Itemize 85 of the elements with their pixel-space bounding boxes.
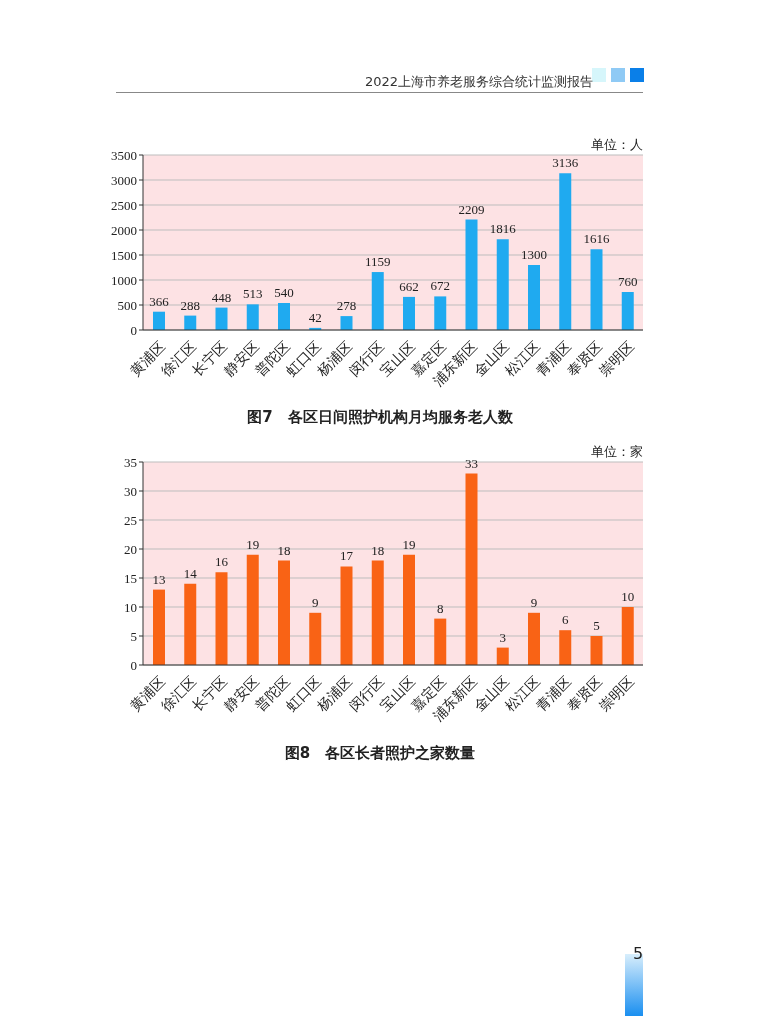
text: 5: [631, 944, 645, 963]
bar: [246, 304, 259, 330]
bar: [559, 173, 572, 330]
y-axis-title: 单位：家: [591, 444, 643, 459]
y-tick-label: 2000: [111, 222, 137, 238]
bar: [184, 583, 197, 665]
y-tick-label: 500: [117, 297, 137, 313]
data-label: 14: [183, 565, 198, 581]
y-tick-label: 15: [124, 570, 137, 586]
y-tick-label: 25: [124, 512, 137, 528]
y-tick-label: 1500: [111, 247, 137, 263]
data-label: 33: [465, 455, 478, 471]
data-label: 13: [152, 571, 166, 587]
bar: [403, 554, 415, 665]
data-label: 672: [430, 278, 450, 294]
data-label: 1616: [583, 231, 610, 247]
bar: [496, 647, 509, 665]
bar: [371, 560, 384, 665]
data-label: 10: [621, 589, 635, 604]
bar: [184, 315, 197, 330]
bar: [371, 272, 384, 330]
y-tick-label: 3500: [111, 147, 137, 163]
bar: [465, 219, 478, 330]
data-label: 19: [246, 536, 260, 552]
bar: [153, 589, 165, 665]
bar: [434, 618, 447, 665]
bar: [528, 612, 540, 665]
data-label: 1816: [489, 221, 517, 237]
bar: [340, 316, 353, 330]
y-tick-label: 20: [124, 541, 137, 557]
bar: [278, 560, 290, 665]
bar: [496, 239, 509, 330]
data-label: 448: [211, 289, 232, 305]
data-label: 3: [499, 629, 506, 645]
data-label: 1159: [364, 254, 391, 270]
data-label: 8: [437, 600, 444, 616]
data-label: 18: [371, 542, 385, 558]
text: 2022上海市养老服务综合统计监测报告: [363, 73, 593, 91]
data-label: 18: [277, 542, 291, 558]
bar: [215, 307, 228, 330]
bar: [309, 612, 322, 665]
bar: [403, 296, 415, 330]
data-label: 42: [308, 309, 322, 325]
data-label: 17: [340, 548, 354, 564]
bar: [153, 311, 165, 330]
data-label: 5: [593, 618, 600, 633]
data-label: 288: [180, 297, 200, 313]
y-tick-label: 5: [130, 628, 137, 644]
y-tick-label: 0: [130, 322, 137, 338]
bar: [465, 473, 478, 665]
bar: [621, 292, 634, 330]
bar: [246, 554, 259, 665]
data-label: 9: [530, 594, 538, 610]
data-label: 6: [562, 612, 569, 628]
y-tick-label: 1000: [111, 272, 137, 288]
data-label: 2209: [458, 201, 485, 217]
y-axis-title: 单位：人: [590, 136, 643, 154]
text: 图8 各区长者照护之家数量: [283, 744, 477, 763]
data-label: 9: [312, 594, 319, 610]
y-tick-label: 3000: [111, 172, 137, 188]
bar: [621, 607, 634, 665]
y-tick-label: 30: [124, 483, 137, 499]
y-tick-label: 10: [124, 599, 137, 615]
bar: [215, 572, 228, 665]
y-tick-label: 0: [130, 657, 137, 673]
bar: [590, 249, 603, 330]
data-label: 3136: [552, 155, 579, 171]
data-label: 366: [149, 293, 170, 309]
data-label: 1300: [521, 247, 547, 262]
data-label: 760: [618, 274, 638, 289]
data-label: 513: [243, 286, 263, 302]
y-tick-label: 2500: [111, 197, 137, 213]
data-label: 16: [215, 554, 229, 570]
bar: [528, 265, 540, 330]
data-label: 662: [399, 278, 419, 294]
bar: [434, 296, 447, 330]
y-tick-label: 35: [124, 454, 137, 470]
bar: [340, 566, 353, 665]
data-label: 540: [274, 285, 294, 300]
text: 图7 各区日间照护机构月均服务老人数: [246, 408, 514, 427]
bar: [278, 303, 290, 330]
data-label: 278: [336, 298, 357, 314]
bar: [590, 636, 603, 665]
bar: [559, 630, 572, 665]
data-label: 19: [402, 536, 416, 552]
